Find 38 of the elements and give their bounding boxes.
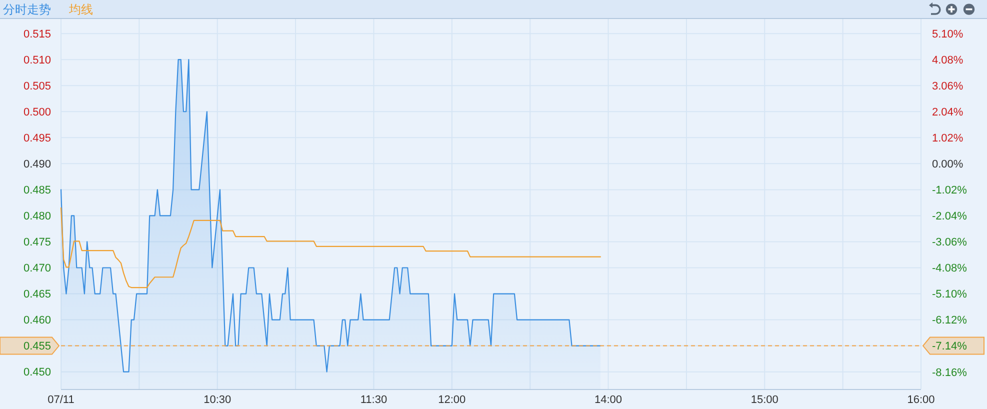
y-tick-label: 0.515	[23, 28, 51, 40]
y-tick-label: 0.510	[23, 54, 51, 66]
y-tick-label: 0.455	[23, 340, 51, 353]
y-tick-label: 0.500	[23, 106, 51, 118]
x-tick-label: 15:00	[750, 394, 778, 406]
y2-tick-label: -6.12%	[932, 314, 968, 327]
y2-tick-label: -5.10%	[932, 288, 968, 301]
y-tick-label: 0.465	[23, 288, 51, 301]
y-tick-label: 0.485	[23, 184, 51, 197]
y2-tick-label: -1.02%	[932, 184, 968, 197]
y-tick-label: 0.475	[23, 236, 51, 249]
y2-tick-label: 0.00%	[932, 158, 964, 171]
x-tick-label: 14:00	[594, 394, 622, 406]
y2-tick-label: 2.04%	[932, 106, 964, 118]
x-tick-label: 16:00	[907, 394, 935, 406]
y-tick-label: 0.450	[23, 366, 51, 379]
text: 均线	[68, 2, 93, 16]
y2-tick-label: 3.06%	[932, 80, 964, 92]
x-tick-label: 07/11	[48, 394, 74, 406]
y2-tick-label: 1.02%	[932, 132, 964, 145]
y2-tick-label: 4.08%	[932, 54, 964, 66]
text: 分时走势	[3, 2, 51, 16]
y-tick-label: 0.490	[23, 158, 51, 171]
y2-tick-label: -2.04%	[932, 210, 968, 223]
line-series	[60, 207, 602, 288]
y2-tick-label: -3.06%	[932, 236, 968, 249]
x-tick-label: 12:00	[438, 394, 466, 406]
x-tick-label: 11:30	[360, 394, 388, 406]
x-tick-label: 10:30	[204, 394, 232, 406]
y2-tick-label: -7.14%	[932, 340, 968, 353]
y-tick-label: 0.495	[23, 132, 51, 144]
y-tick-label: 0.505	[23, 80, 51, 92]
y2-tick-label: 5.10%	[932, 28, 964, 40]
y-tick-label: 0.460	[23, 314, 51, 327]
y2-tick-label: -4.08%	[932, 262, 968, 275]
y2-tick-label: -8.16%	[932, 366, 968, 379]
y-tick-label: 0.470	[23, 262, 51, 275]
y-tick-label: 0.480	[23, 210, 51, 223]
